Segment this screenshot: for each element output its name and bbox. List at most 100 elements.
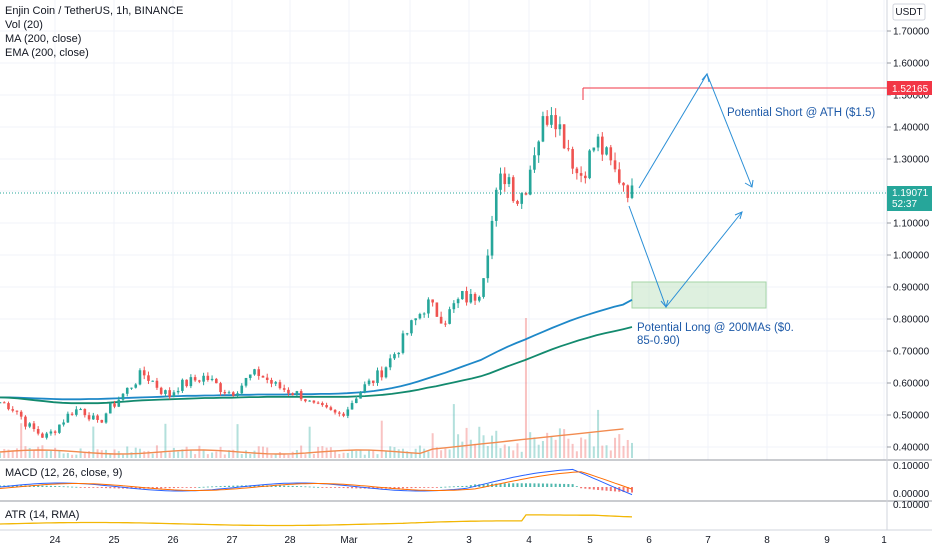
macd-hist-bar	[609, 487, 612, 492]
candle-body	[342, 413, 345, 416]
volume-bar	[88, 451, 91, 458]
time-axis[interactable]: 24 25 26 27 28 Mar 2 3 4 5 6 7 8 9 1	[49, 535, 887, 546]
macd-hist-bar	[533, 483, 536, 487]
macd-hist-bar	[338, 487, 341, 488]
macd-hist-bar	[444, 486, 447, 488]
volume-bar	[308, 426, 311, 458]
macd-hist-bar	[410, 487, 413, 489]
candle-body	[393, 354, 396, 359]
indicator-ma[interactable]: MA (200, close)	[5, 33, 81, 45]
macd-hist-bar	[571, 484, 574, 487]
macd-hist-bar	[622, 487, 625, 493]
candle-body	[579, 173, 583, 176]
macd-hist-bar	[75, 486, 78, 488]
candle-body	[210, 378, 214, 380]
candle-body	[28, 423, 31, 427]
long-zone-rectangle[interactable]	[631, 281, 767, 309]
time-tick-label: 28	[284, 535, 296, 546]
volume-bar	[283, 453, 286, 458]
volume-bar	[194, 454, 197, 458]
macd-hist-bar	[321, 487, 324, 488]
macd-hist-bar	[537, 483, 540, 487]
price-tick-label: 1.00000	[893, 251, 930, 262]
candle-body	[278, 382, 282, 389]
volume-bar	[524, 318, 527, 458]
macd-hist-bar	[215, 486, 218, 488]
macd-label[interactable]: MACD (12, 26, close, 9)	[5, 467, 122, 479]
candle-body	[533, 155, 536, 170]
volume-bar	[245, 450, 248, 458]
volume-bar	[143, 451, 146, 458]
macd-hist-bar	[88, 487, 91, 488]
candle-body	[7, 403, 10, 410]
projection-drawings[interactable]	[628, 72, 754, 309]
macd-hist-bar	[219, 486, 222, 487]
macd-hist-bar	[236, 485, 239, 487]
candle-body	[329, 407, 333, 410]
macd-signal-line	[0, 471, 633, 491]
macd-hist-bar	[274, 485, 277, 487]
candle-body	[147, 375, 150, 381]
macd-hist-bar	[228, 485, 231, 487]
candle-body	[444, 323, 447, 325]
volume-bar	[575, 451, 578, 458]
candle-body	[181, 379, 184, 391]
candle-body	[363, 384, 367, 393]
macd-hist-bar	[486, 483, 489, 487]
volume-bar	[406, 451, 409, 458]
symbol-title[interactable]: Enjin Coin / TetherUS, 1h, BINANCE	[5, 5, 183, 17]
volume-bar	[83, 451, 86, 458]
time-tick-label: 3	[466, 535, 472, 546]
candle-body	[384, 367, 388, 378]
volume-bar	[189, 449, 192, 458]
volume-bar	[359, 450, 362, 458]
time-tick-label: 2	[407, 535, 413, 546]
volume-bar	[469, 439, 472, 458]
indicator-ema[interactable]: EMA (200, close)	[5, 47, 89, 59]
long-annotation-line2[interactable]: 85-0.90)	[637, 335, 680, 347]
macd-hist-bar	[100, 487, 103, 488]
candle-body	[354, 398, 358, 404]
candle-body	[49, 431, 53, 434]
short-annotation[interactable]: Potential Short @ ATH ($1.5)	[727, 107, 875, 119]
volume-bar	[550, 436, 553, 458]
macd-hist-bar	[529, 483, 532, 487]
candle-body	[494, 189, 498, 221]
volume-bar	[410, 452, 413, 458]
macd-hist-bar	[181, 487, 184, 488]
candle-body	[121, 393, 125, 400]
arrowhead-icon	[734, 211, 743, 220]
volume-bar	[261, 446, 264, 458]
arrowhead-icon	[701, 72, 710, 83]
indicator-vol[interactable]: Vol (20)	[5, 19, 43, 31]
currency-badge[interactable]	[892, 3, 926, 21]
macd-hist-bar	[198, 486, 201, 488]
volume-bar	[24, 446, 27, 458]
volume-bar	[54, 447, 57, 458]
macd-hist-bar	[71, 486, 74, 488]
candle-body	[189, 377, 193, 387]
long-annotation-line1[interactable]: Potential Long @ 200MAs ($0.	[637, 322, 794, 334]
time-tick-label: 1	[881, 535, 887, 546]
macd-hist-bar	[240, 485, 243, 487]
atr-label[interactable]: ATR (14, RMA)	[5, 509, 79, 521]
short-projection-path[interactable]	[638, 72, 753, 189]
volume-bar	[571, 443, 574, 458]
macd-hist-bar	[482, 484, 485, 487]
candle-body	[376, 370, 379, 383]
candle-body	[100, 419, 104, 423]
macd-hist-bar	[397, 487, 400, 489]
ema-200-line	[0, 326, 633, 405]
volume-bar	[554, 439, 557, 458]
macd-hist-bar	[325, 487, 328, 488]
macd-hist-bar	[597, 487, 600, 490]
ma-200-line	[0, 299, 633, 401]
macd-hist-bar	[563, 483, 566, 487]
candle-body	[308, 400, 311, 402]
ath-price-tag	[887, 81, 932, 95]
candle-body	[554, 115, 557, 130]
macd-hist-bar	[96, 487, 99, 488]
candle-body	[79, 409, 82, 411]
candle-body	[36, 429, 40, 434]
